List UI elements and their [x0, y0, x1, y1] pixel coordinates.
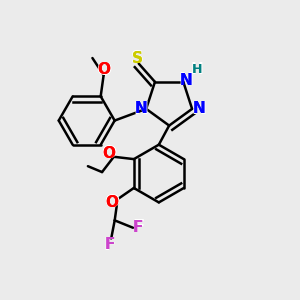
Text: F: F — [104, 236, 116, 253]
Text: H: H — [191, 62, 204, 77]
Text: F: F — [105, 237, 115, 252]
Text: F: F — [105, 237, 115, 252]
Text: N: N — [134, 101, 147, 116]
Text: N: N — [192, 101, 205, 116]
Text: S: S — [131, 49, 144, 67]
Text: S: S — [132, 51, 143, 66]
Text: F: F — [132, 218, 144, 236]
Text: O: O — [104, 193, 119, 211]
Text: N: N — [192, 101, 205, 116]
Text: N: N — [179, 73, 192, 88]
Text: S: S — [132, 51, 143, 66]
Text: O: O — [97, 62, 110, 77]
Text: O: O — [102, 146, 115, 161]
Text: O: O — [102, 146, 115, 161]
Text: O: O — [96, 61, 111, 79]
Text: O: O — [105, 195, 118, 210]
Text: N: N — [134, 100, 148, 118]
Text: O: O — [105, 195, 118, 210]
Text: O: O — [101, 144, 116, 162]
Text: F: F — [133, 220, 143, 235]
Text: N: N — [178, 71, 193, 89]
Text: N: N — [179, 73, 192, 88]
Text: F: F — [133, 220, 143, 235]
Text: H: H — [192, 63, 203, 76]
Text: N: N — [134, 101, 147, 116]
Text: N: N — [191, 100, 206, 118]
Text: H: H — [193, 63, 202, 76]
Text: O: O — [97, 62, 110, 77]
